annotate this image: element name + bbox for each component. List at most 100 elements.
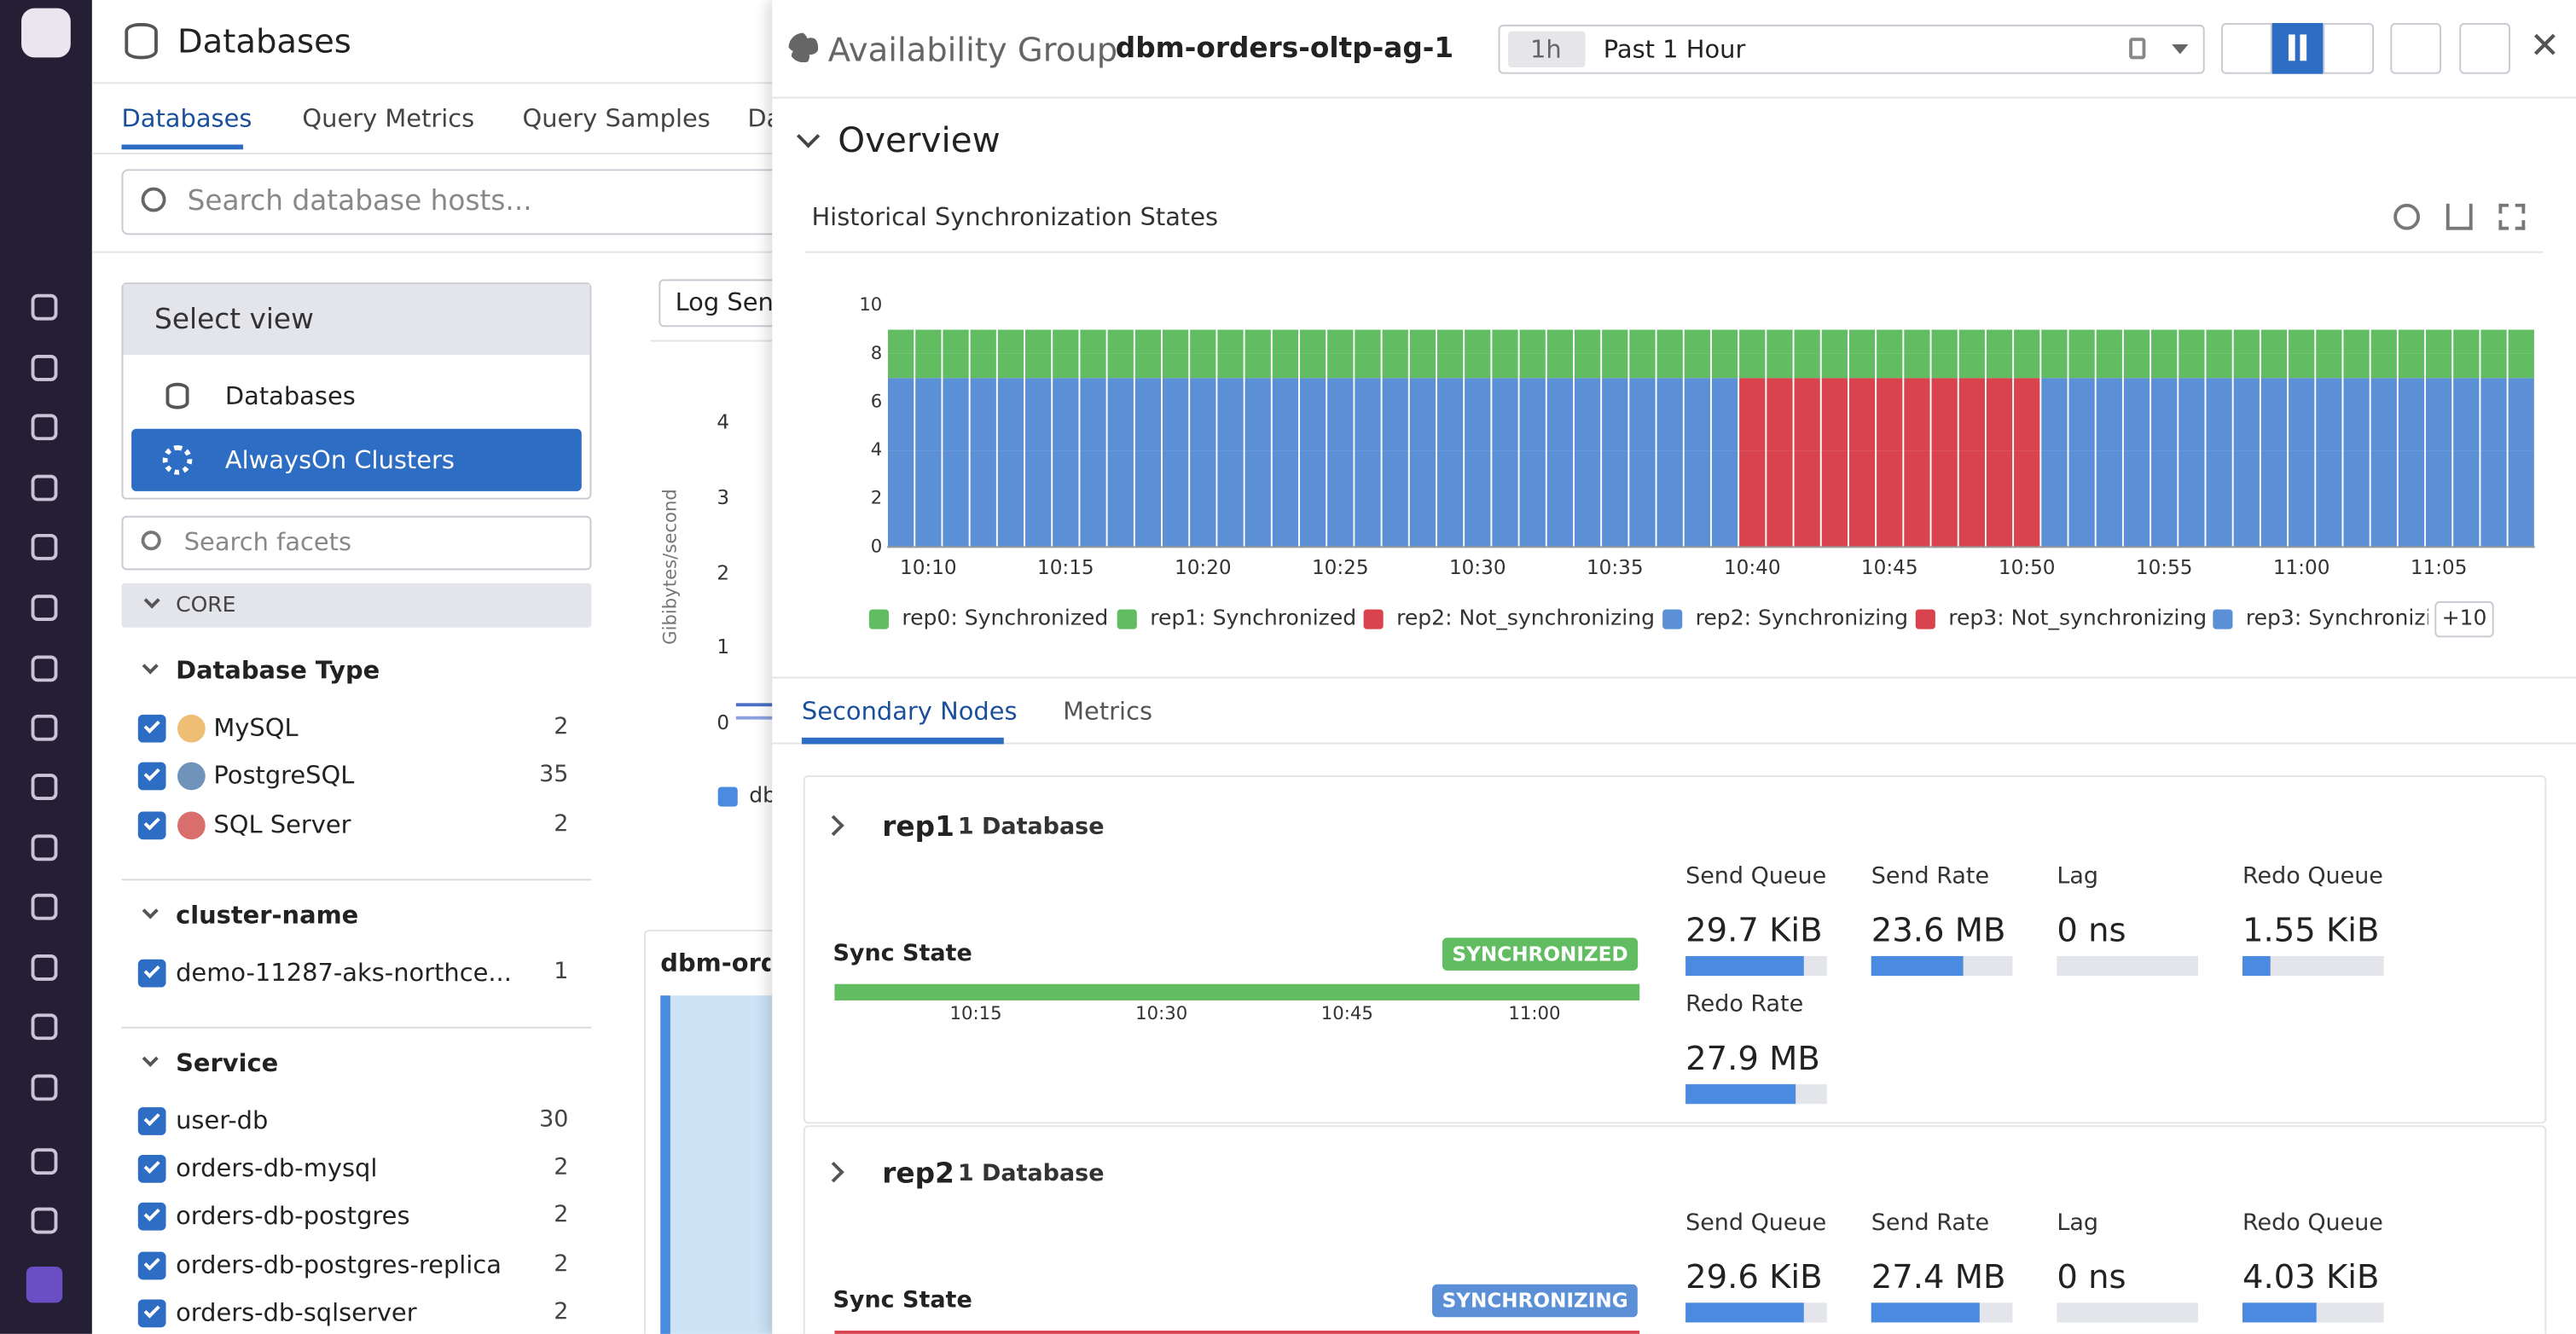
legend-label: db bbox=[749, 784, 772, 809]
metric-value: 27.4 MB bbox=[1871, 1256, 2006, 1296]
search-input[interactable]: Search database hosts... bbox=[188, 185, 532, 218]
legend-swatch[interactable] bbox=[1916, 610, 1935, 629]
view-icon bbox=[166, 383, 189, 409]
facet-label[interactable]: orders-db-mysql bbox=[176, 1153, 377, 1183]
ag-icon bbox=[788, 33, 818, 63]
select-view-title: Select view bbox=[154, 304, 314, 337]
metric-value: 23.6 MB bbox=[1871, 910, 2006, 949]
nav-icon[interactable] bbox=[32, 594, 58, 621]
legend-more[interactable]: +10 bbox=[2442, 606, 2487, 632]
facet-label[interactable]: orders-db-postgres bbox=[176, 1201, 409, 1231]
tab[interactable]: Da bbox=[747, 103, 772, 133]
avatar[interactable] bbox=[26, 1267, 62, 1302]
nav-icon[interactable] bbox=[32, 1148, 58, 1174]
metric-fill bbox=[1871, 1302, 1980, 1322]
export-icon[interactable] bbox=[2446, 204, 2473, 230]
legend-swatch[interactable] bbox=[1117, 610, 1137, 629]
nav-icon[interactable] bbox=[32, 1013, 58, 1040]
sync-tick-label: 10:15 bbox=[950, 1003, 1002, 1024]
tab[interactable]: Query Samples bbox=[522, 103, 710, 133]
nav-icon[interactable] bbox=[32, 655, 58, 682]
metric-fill bbox=[2242, 1302, 2317, 1322]
expand-icon[interactable] bbox=[2498, 204, 2525, 230]
nav-icon[interactable] bbox=[32, 475, 58, 502]
tab[interactable]: Metrics bbox=[1063, 697, 1152, 727]
caret-icon[interactable] bbox=[2172, 44, 2188, 55]
tab[interactable]: Query Metrics bbox=[302, 103, 474, 133]
widget-title: dbm-orde bbox=[660, 948, 770, 977]
metric-label: Redo Queue bbox=[2242, 1210, 2383, 1238]
legend-label[interactable]: rep1: Synchronized bbox=[1150, 606, 1356, 632]
left-divider bbox=[92, 252, 782, 253]
facet-label[interactable]: demo-11287-aks-northce... bbox=[176, 958, 512, 988]
logo[interactable] bbox=[21, 9, 71, 58]
metric-fill bbox=[1685, 1084, 1796, 1104]
legend-label[interactable]: rep2: Synchronizing bbox=[1696, 606, 1908, 632]
nav-icon[interactable] bbox=[32, 1075, 58, 1101]
search-icon bbox=[142, 188, 166, 212]
db-logo bbox=[177, 763, 206, 791]
panel-title: Availability Group bbox=[828, 30, 1117, 69]
time-short[interactable]: 1h bbox=[1530, 34, 1562, 64]
nav-icon[interactable] bbox=[32, 355, 58, 381]
metric-value: 1.55 KiB bbox=[2242, 910, 2379, 949]
chart-title: Historical Synchronization States bbox=[811, 202, 1218, 232]
facet-title[interactable]: Service bbox=[176, 1048, 278, 1078]
metric-fill bbox=[1871, 956, 1964, 976]
y-axis-label: Gibibytes/second bbox=[659, 489, 681, 645]
nav-icon[interactable] bbox=[32, 774, 58, 800]
nav-icon[interactable] bbox=[32, 715, 58, 741]
legend-label[interactable]: rep2: Not_synchronizing bbox=[1396, 606, 1655, 632]
pause-glyph bbox=[2289, 34, 2306, 61]
refresh-button[interactable] bbox=[2459, 23, 2510, 74]
forward-button[interactable] bbox=[2323, 23, 2374, 74]
zoom-button[interactable] bbox=[2390, 23, 2441, 74]
facet-title[interactable]: Database Type bbox=[176, 655, 380, 685]
legend-label[interactable]: rep0: Synchronized bbox=[902, 606, 1108, 632]
facet-count: 2 bbox=[554, 714, 568, 741]
legend-swatch[interactable] bbox=[2213, 610, 2232, 629]
nav-icon[interactable] bbox=[32, 834, 58, 861]
legend-swatch[interactable] bbox=[869, 610, 889, 629]
metric-fill bbox=[1685, 1302, 1804, 1322]
metric-value: 27.9 MB bbox=[1685, 1038, 1820, 1077]
widget-button-label[interactable]: Log Send bbox=[676, 287, 773, 317]
metric-value: 0 ns bbox=[2057, 910, 2126, 949]
close-button[interactable]: ✕ bbox=[2528, 32, 2561, 65]
facet-label[interactable]: MySQL bbox=[213, 713, 298, 743]
nav-icon[interactable] bbox=[32, 954, 58, 981]
legend-label[interactable]: rep3: Not_synchronizing bbox=[1948, 606, 2207, 632]
tabs-divider bbox=[772, 743, 2576, 745]
nav-icon[interactable] bbox=[32, 294, 58, 321]
legend-label[interactable]: rep3: Synchronizing bbox=[2246, 606, 2428, 632]
facet-title[interactable]: cluster-name bbox=[176, 900, 358, 930]
legend-swatch[interactable] bbox=[1364, 610, 1384, 629]
facet-label[interactable]: orders-db-postgres-replica bbox=[176, 1250, 502, 1280]
facet-label[interactable]: user-db bbox=[176, 1105, 268, 1135]
facet-search[interactable]: Search facets bbox=[184, 527, 351, 557]
facet-count: 2 bbox=[554, 1299, 568, 1326]
view-option[interactable]: AlwaysOn Clusters bbox=[225, 445, 455, 475]
legend-swatch[interactable] bbox=[1662, 610, 1682, 629]
nav-icon[interactable] bbox=[32, 894, 58, 920]
metric-label: Lag bbox=[2057, 863, 2098, 890]
time-label[interactable]: Past 1 Hour bbox=[1604, 34, 1746, 64]
node-name[interactable]: rep1 bbox=[882, 811, 954, 844]
node-name[interactable]: rep2 bbox=[882, 1157, 954, 1191]
nav-icon[interactable] bbox=[32, 534, 58, 560]
view-icon bbox=[163, 445, 193, 475]
chart-divider bbox=[805, 252, 2544, 253]
facet-label[interactable]: SQL Server bbox=[213, 810, 351, 840]
facet-label[interactable]: PostgreSQL bbox=[213, 761, 354, 791]
facet-label[interactable]: orders-db-sqlserver bbox=[176, 1298, 416, 1328]
pin-icon[interactable] bbox=[2129, 38, 2145, 59]
section-title[interactable]: Overview bbox=[838, 120, 1000, 162]
view-option[interactable]: Databases bbox=[225, 381, 356, 411]
chart-icon[interactable] bbox=[2393, 204, 2420, 230]
metric-track bbox=[2057, 956, 2198, 976]
rewind-button[interactable] bbox=[2221, 23, 2272, 74]
nav-icon[interactable] bbox=[32, 414, 58, 440]
tab[interactable]: Databases bbox=[122, 103, 252, 133]
tab[interactable]: Secondary Nodes bbox=[802, 697, 1018, 727]
nav-icon[interactable] bbox=[32, 1208, 58, 1234]
